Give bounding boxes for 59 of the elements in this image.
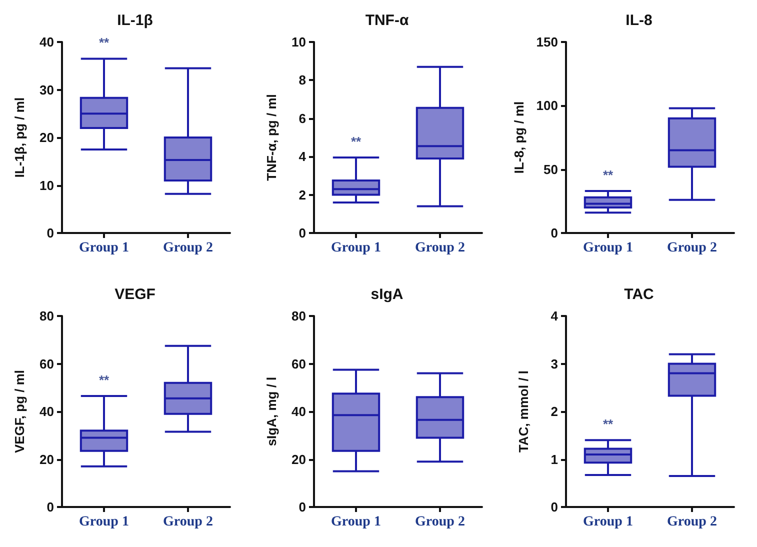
chart-title: IL-8 [626, 12, 652, 29]
y-tick-label: 150 [536, 34, 558, 50]
x-tick-label: Group 1 [583, 514, 633, 529]
y-axis-title: IL-8, pg / ml [511, 101, 526, 174]
x-tick-label: Group 1 [79, 514, 129, 529]
x-tick-label: Group 1 [583, 240, 633, 256]
y-tick-label: 20 [40, 130, 54, 145]
y-axis-title: IL-1β, pg / ml [12, 97, 27, 178]
x-tick-label: Group 2 [415, 514, 465, 529]
y-tick-label: 0 [550, 499, 558, 514]
y-tick-label: 3 [550, 356, 558, 371]
x-tick-label: Group 2 [163, 240, 213, 256]
chart-title: TNF-α [365, 12, 410, 29]
x-tick-label: Group 2 [667, 514, 717, 529]
annotation: ** [98, 372, 110, 387]
x-tick-label: Group 1 [79, 240, 129, 256]
y-tick-label: 80 [292, 308, 306, 323]
x-tick-label: Group 1 [331, 514, 381, 529]
y-tick-label: 2 [550, 404, 558, 418]
y-tick-label: 10 [40, 178, 54, 193]
x-tick-label: Group 2 [415, 240, 465, 256]
chart-title: TAC [624, 286, 654, 302]
y-tick-label: 60 [292, 356, 306, 371]
y-tick-label: 4 [550, 308, 559, 323]
y-axis-title: VEGF, pg / ml [12, 369, 27, 453]
y-tick-label: 10 [292, 34, 306, 50]
y-tick-label: 80 [40, 308, 54, 323]
y-tick-label: 40 [292, 404, 306, 418]
y-tick-label: 20 [292, 451, 306, 466]
x-tick-label: Group 2 [667, 240, 717, 256]
y-axis-title: sIgA, mg / l [264, 376, 279, 446]
y-axis-title: TAC, mmol / l [516, 370, 531, 452]
y-tick-label: 30 [40, 82, 54, 98]
y-tick-label: 40 [40, 404, 54, 418]
x-tick-label: Group 1 [331, 240, 381, 256]
y-tick-label: 60 [40, 356, 54, 371]
annotation: ** [602, 416, 614, 432]
chart-title: sIgA [370, 286, 404, 302]
y-tick-label: 6 [298, 110, 306, 126]
y-tick-label: 0 [298, 499, 306, 514]
y-axis-title: TNF-α, pg / ml [264, 94, 279, 181]
chart-title: VEGF [114, 286, 156, 302]
y-tick-label: 8 [298, 72, 306, 88]
y-tick-label: 0 [298, 226, 306, 240]
y-tick-label: 0 [550, 226, 558, 240]
x-tick-label: Group 2 [163, 514, 213, 529]
y-tick-label: 1 [550, 451, 558, 466]
y-tick-label: 2 [298, 187, 306, 202]
y-tick-label: 50 [544, 162, 558, 177]
y-tick-label: 4 [298, 149, 307, 164]
y-tick-label: 100 [536, 98, 558, 114]
y-tick-label: 20 [40, 451, 54, 466]
annotation: ** [350, 134, 362, 150]
annotation: ** [602, 167, 614, 182]
chart-title: IL-1β [117, 12, 153, 29]
y-tick-label: 40 [40, 34, 54, 50]
annotation: ** [98, 35, 110, 50]
y-tick-label: 0 [46, 499, 54, 514]
y-tick-label: 0 [46, 226, 54, 240]
